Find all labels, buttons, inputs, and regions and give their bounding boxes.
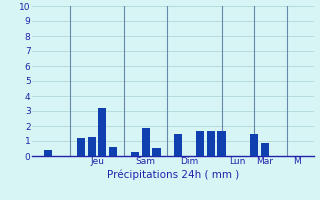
Bar	[109, 147, 117, 156]
Bar	[98, 108, 107, 156]
Bar	[131, 152, 139, 156]
Bar	[77, 138, 85, 156]
Bar	[87, 137, 96, 156]
X-axis label: Précipitations 24h ( mm ): Précipitations 24h ( mm )	[107, 169, 239, 180]
Bar	[218, 130, 226, 156]
Bar	[196, 131, 204, 156]
Bar	[153, 148, 161, 156]
Bar	[261, 142, 269, 156]
Bar	[250, 134, 258, 156]
Bar	[207, 131, 215, 156]
Bar	[44, 150, 52, 156]
Bar	[142, 128, 150, 156]
Bar	[174, 134, 182, 156]
